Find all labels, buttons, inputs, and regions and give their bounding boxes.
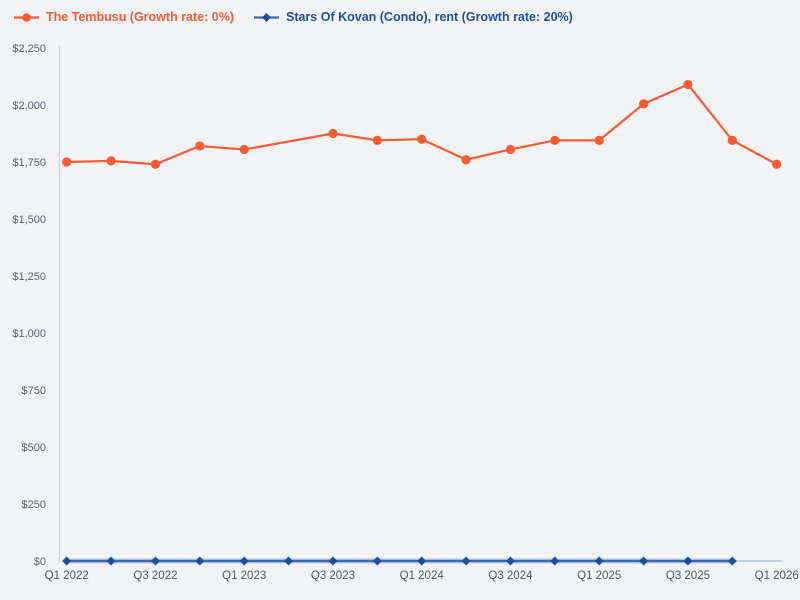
- tembusu-data-point[interactable]: [550, 135, 560, 145]
- x-axis-tick-label: Q1 2025: [577, 570, 621, 582]
- stars-of-kovan-data-point[interactable]: [195, 556, 205, 566]
- y-axis-tick-label: $750: [22, 385, 46, 397]
- x-axis-tick-label: Q3 2025: [666, 570, 710, 582]
- y-axis-tick-label: $1,750: [12, 157, 46, 169]
- x-axis-tick-label: Q3 2023: [311, 570, 355, 582]
- tembusu-data-point[interactable]: [594, 135, 604, 145]
- stars-of-kovan-data-point[interactable]: [62, 556, 72, 566]
- x-axis-tick-label: Q1 2022: [45, 570, 89, 582]
- x-axis-tick-label: Q3 2022: [133, 570, 177, 582]
- tembusu-data-point[interactable]: [638, 99, 649, 109]
- tembusu-data-point[interactable]: [150, 159, 161, 169]
- line-circle-marker-icon: [14, 12, 39, 22]
- stars-of-kovan-data-point[interactable]: [239, 556, 249, 566]
- tembusu-data-point[interactable]: [372, 135, 382, 145]
- y-axis-tick-label: $2,250: [12, 43, 46, 55]
- tembusu-line: [66, 83, 778, 166]
- y-axis-tick-label: $1,250: [12, 271, 46, 283]
- line-diamond-marker-icon: [253, 12, 279, 22]
- tembusu-data-point[interactable]: [195, 141, 205, 151]
- tembusu-data-point[interactable]: [505, 144, 516, 155]
- x-axis-tick-label: Q1 2024: [400, 570, 445, 582]
- stars-of-kovan-data-point[interactable]: [328, 556, 338, 566]
- stars-of-kovan-data-point[interactable]: [106, 556, 116, 566]
- tembusu-data-point[interactable]: [772, 159, 782, 169]
- stars-of-kovan-data-point[interactable]: [284, 556, 294, 566]
- stars-of-kovan-data-point[interactable]: [550, 556, 560, 566]
- x-axis-tick-label: Q1 2026: [755, 570, 799, 582]
- stars-of-kovan-data-point[interactable]: [461, 556, 471, 566]
- y-axis-tick-label: $250: [22, 499, 46, 511]
- y-axis-tick-label: $2,000: [12, 100, 46, 112]
- tembusu-data-point[interactable]: [62, 157, 72, 167]
- tembusu-data-point[interactable]: [239, 144, 249, 155]
- tembusu-data-point[interactable]: [727, 135, 737, 145]
- y-axis-tick-label: $0: [34, 556, 46, 568]
- x-axis-tick-label: Q1 2023: [222, 570, 266, 582]
- stars-of-kovan-data-point[interactable]: [683, 556, 693, 566]
- tembusu-data-point[interactable]: [417, 134, 427, 144]
- stars-of-kovan-data-point[interactable]: [150, 556, 160, 566]
- stars-of-kovan-data-point[interactable]: [594, 556, 604, 566]
- legend-item-stars-of-kovan[interactable]: Stars Of Kovan (Condo), rent (Growth rat…: [253, 9, 573, 25]
- y-axis-tick-label: $1,000: [12, 328, 46, 340]
- stars-of-kovan-data-point[interactable]: [727, 556, 737, 566]
- stars-of-kovan-data-point[interactable]: [505, 556, 515, 566]
- y-axis-tick-label: $1,500: [12, 214, 46, 226]
- tembusu-data-point[interactable]: [106, 156, 116, 166]
- stars-of-kovan-data-point[interactable]: [417, 556, 427, 566]
- stars-of-kovan-data-point[interactable]: [639, 556, 649, 566]
- stars-of-kovan-data-point[interactable]: [372, 556, 382, 566]
- x-axis-tick-label: Q3 2024: [488, 570, 533, 582]
- tembusu-data-point[interactable]: [683, 79, 693, 90]
- legend: The Tembusu (Growth rate: 0%) Stars Of K…: [13, 9, 573, 25]
- legend-item-the-tembusu[interactable]: The Tembusu (Growth rate: 0%): [13, 9, 234, 25]
- tembusu-data-point[interactable]: [328, 128, 338, 139]
- tembusu-data-point[interactable]: [461, 155, 471, 165]
- legend-label-the-tembusu: The Tembusu (Growth rate: 0%): [46, 10, 234, 24]
- legend-label-stars-of-kovan: Stars Of Kovan (Condo), rent (Growth rat…: [285, 10, 573, 24]
- y-axis-tick-label: $500: [22, 442, 46, 454]
